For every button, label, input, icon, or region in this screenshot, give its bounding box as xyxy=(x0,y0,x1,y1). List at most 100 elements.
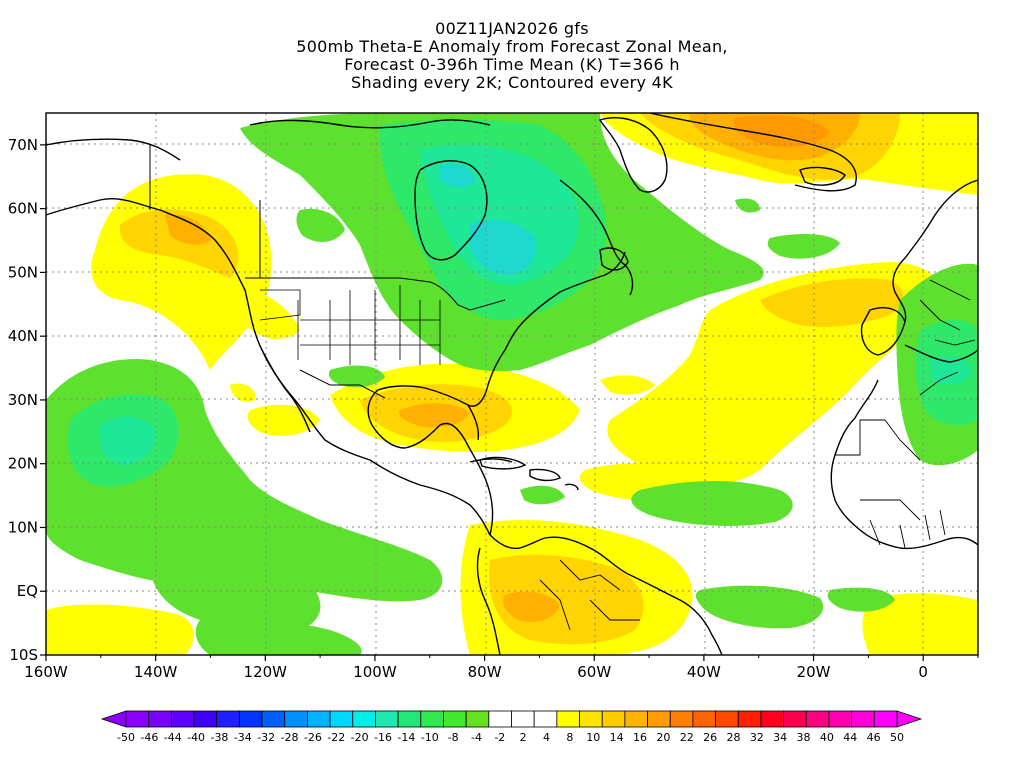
colorbar-label: -8 xyxy=(448,731,459,744)
colorbar-swatch xyxy=(352,710,376,728)
colorbar-label: 2 xyxy=(520,731,527,744)
y-tick-label: 30N xyxy=(8,391,38,409)
colorbar-swatch xyxy=(715,710,739,728)
colorbar-swatch xyxy=(170,710,195,728)
colorbar-swatch xyxy=(443,710,467,728)
x-tick-label: 40W xyxy=(687,663,721,681)
x-tick-label: 120W xyxy=(244,663,288,681)
colorbar-swatch xyxy=(647,710,671,728)
colorbar-label: 26 xyxy=(703,731,717,744)
title-line-2: 500mb Theta-E Anomaly from Forecast Zona… xyxy=(296,37,728,56)
colorbar-label: 34 xyxy=(773,731,787,744)
colorbar-swatch xyxy=(307,710,331,728)
colorbar-label: 20 xyxy=(656,731,670,744)
colorbar-label: -20 xyxy=(351,731,369,744)
colorbar-label: -28 xyxy=(281,731,299,744)
colorbar-label: -34 xyxy=(234,731,252,744)
colorbar-label: -38 xyxy=(210,731,228,744)
map-frame xyxy=(45,112,979,656)
colorbar-label: -26 xyxy=(304,731,322,744)
x-tick-label: 60W xyxy=(577,663,611,681)
negative-anomaly-regions xyxy=(46,113,978,655)
y-tick-label: 20N xyxy=(8,455,38,473)
colorbar-swatch xyxy=(238,710,263,728)
x-tick-label: 20W xyxy=(797,663,831,681)
y-tick-label: EQ xyxy=(17,582,38,600)
title-line-1: 00Z11JAN2026 gfs xyxy=(435,19,589,38)
positive-anomaly-regions xyxy=(46,113,978,655)
colorbar-swatch xyxy=(851,710,875,728)
colorbar-label: 4 xyxy=(543,731,550,744)
colorbar-label: -40 xyxy=(187,731,205,744)
anomaly-shading xyxy=(46,113,978,655)
y-tick-label: 60N xyxy=(8,200,38,218)
x-tick-label: 140W xyxy=(134,663,178,681)
colorbar-swatch xyxy=(125,710,150,728)
colorbar-label: 46 xyxy=(867,731,881,744)
colorbar-swatch xyxy=(261,710,286,728)
colorbar-swatch xyxy=(737,710,762,728)
colorbar-swatch xyxy=(216,710,240,728)
colorbar-label: -44 xyxy=(164,731,182,744)
colorbar-label: -4 xyxy=(471,731,482,744)
coastlines xyxy=(46,113,978,655)
colorbar-label: 10 xyxy=(586,731,600,744)
colorbar-swatch xyxy=(375,710,399,728)
colorbar-swatch xyxy=(624,710,648,728)
map-title: 00Z11JAN2026 gfs 500mb Theta-E Anomaly f… xyxy=(0,20,1024,92)
colorbar-label: -46 xyxy=(140,731,158,744)
colorbar-min-arrow xyxy=(100,710,127,728)
x-axis: 160W 140W 120W 100W 80W 60W 40W 20W 0 xyxy=(24,655,979,681)
colorbar-label: -10 xyxy=(421,731,439,744)
colorbar-swatch xyxy=(488,710,512,728)
colorbar-swatch xyxy=(873,710,898,728)
y-tick-label: 40N xyxy=(8,327,38,345)
colorbar-label: -16 xyxy=(374,731,392,744)
colorbar-swatch xyxy=(828,710,853,728)
y-tick-label: 10S xyxy=(9,646,38,664)
colorbar-swatch xyxy=(148,710,172,728)
colorbar-label: -32 xyxy=(257,731,275,744)
grid-lines xyxy=(46,113,978,655)
x-tick-label: 100W xyxy=(353,663,397,681)
colorbar-swatch xyxy=(805,710,830,728)
colorbar-label: -2 xyxy=(494,731,505,744)
colorbar-swatch xyxy=(465,710,490,728)
y-axis: 10S EQ 10N 20N 30N 40N 50N 60N 70N xyxy=(8,136,46,664)
title-line-3: Forecast 0-396h Time Mean (K) T=366 h xyxy=(344,55,680,74)
colorbar-swatch xyxy=(533,710,558,728)
colorbar-label: -50 xyxy=(117,731,135,744)
colorbar: -50 -46 -44 -40 -38 -34 -32 -28 -26 -22 -20 -16 -14-… xyxy=(100,710,923,744)
colorbar-swatch xyxy=(511,710,535,728)
colorbar-swatch xyxy=(556,710,580,728)
colorbar-label: 14 xyxy=(610,731,624,744)
colorbar-label: 8 xyxy=(566,731,573,744)
colorbar-swatch xyxy=(579,710,603,728)
colorbar-swatch xyxy=(397,710,422,728)
colorbar-label: 16 xyxy=(633,731,647,744)
colorbar-swatch xyxy=(193,710,218,728)
colorbar-label: 32 xyxy=(750,731,764,744)
x-tick-label: 80W xyxy=(468,663,502,681)
colorbar-swatch xyxy=(760,710,785,728)
x-tick-label: 0 xyxy=(918,663,928,681)
title-line-4: Shading every 2K; Contoured every 4K xyxy=(351,73,673,92)
colorbar-swatch xyxy=(783,710,807,728)
colorbar-label: -22 xyxy=(327,731,345,744)
colorbar-label: 50 xyxy=(890,731,904,744)
colorbar-swatch xyxy=(420,710,444,728)
colorbar-swatch xyxy=(284,710,308,728)
y-tick-label: 50N xyxy=(8,263,38,281)
colorbar-swatch xyxy=(329,710,354,728)
x-tick-label: 160W xyxy=(24,663,68,681)
colorbar-swatch xyxy=(601,710,626,728)
colorbar-label: 38 xyxy=(797,731,811,744)
y-tick-label: 70N xyxy=(8,136,38,154)
colorbar-label: 28 xyxy=(726,731,740,744)
colorbar-swatch xyxy=(692,710,716,728)
y-tick-label: 10N xyxy=(8,518,38,536)
colorbar-max-arrow xyxy=(896,710,923,728)
colorbar-label: -14 xyxy=(397,731,415,744)
colorbar-label: 22 xyxy=(680,731,694,744)
